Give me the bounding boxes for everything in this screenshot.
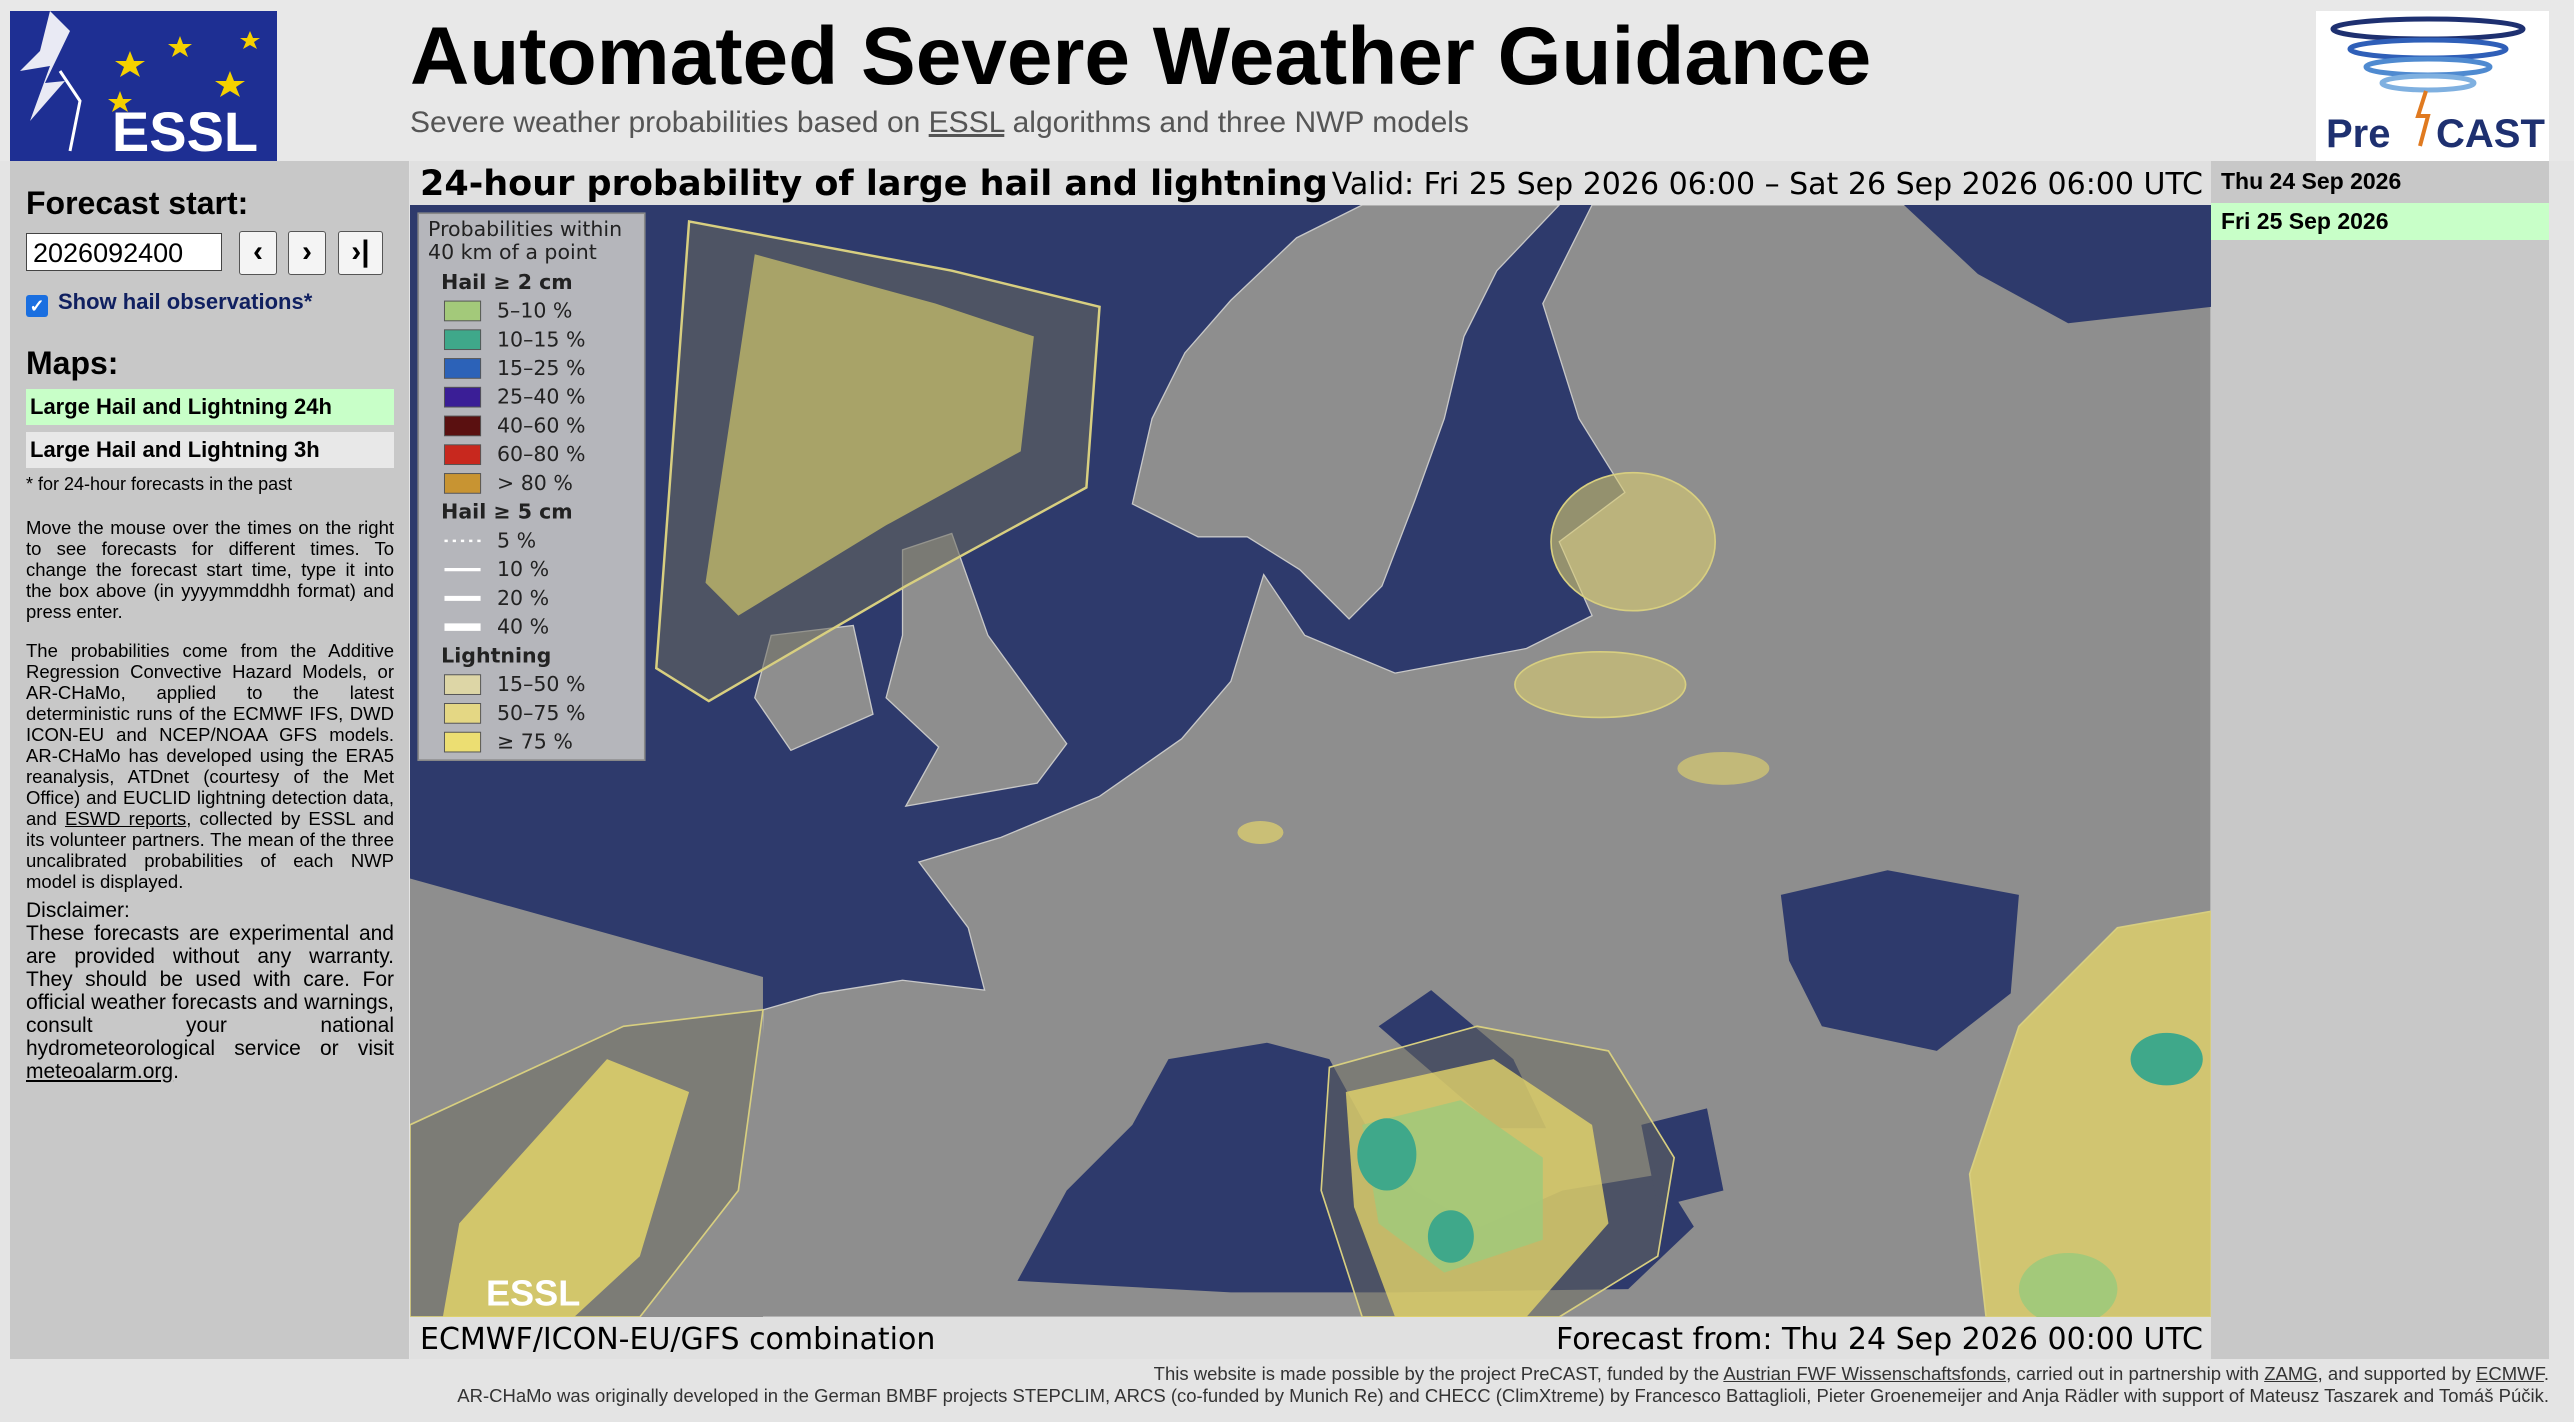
legend-swatch [443,473,482,494]
legend-title: Probabilities within [428,217,622,241]
meteoalarm-link[interactable]: meteoalarm.org [26,1060,174,1083]
maps-label: Maps: [26,345,119,381]
legend-label: ≥ 75 % [497,730,573,754]
note: * for 24-hour forecasts in the past [26,474,293,494]
essl-logo-text: ESSL [112,100,258,161]
date-item[interactable]: Fri 25 Sep 2026 [2211,203,2549,240]
description-text: , collected by ESSL and its volunteer pa… [26,808,395,892]
legend-swatch [443,444,482,466]
legend-label: 10 % [497,557,549,581]
footer-text: , and supported by [2317,1363,2477,1384]
legend-label: 60–80 % [497,442,585,466]
legend-label: 40–60 % [497,413,585,437]
forecast-start-input[interactable]: 2026092400 [26,233,222,271]
eswd-link[interactable]: ESWD reports [65,808,187,829]
map-panel: 24-hour probability of large hail and li… [410,161,2211,1359]
precast-logo-text: CAST [2436,112,2545,156]
ecmwf-link[interactable]: ECMWF [2476,1363,2544,1384]
header: ESSL Automated Severe Weather Guidance S… [0,0,2574,161]
fwf-link[interactable]: Austrian FWF Wissenschaftsfonds [1723,1363,2007,1384]
hail-observations-toggle[interactable]: ✓ Show hail observations* [26,289,312,317]
model-label: ECMWF/ICON-EU/GFS combination [420,1322,936,1357]
previous-button[interactable]: ‹ [239,231,277,275]
precast-logo: Pre CAST [2316,11,2549,161]
checkbox[interactable]: ✓ [26,295,48,317]
page-subtitle: Severe weather probabilities based on ES… [410,106,1469,140]
legend-label: 15–50 % [497,672,585,696]
footer-credits: This website is made possible by the pro… [1154,1363,2549,1385]
map-valid-time: Valid: Fri 25 Sep 2026 06:00 – Sat 26 Se… [1331,167,2203,202]
description: The probabilities come from the Additive… [26,640,394,892]
legend-label: 10–15 % [497,327,585,351]
legend-swatch [443,674,482,695]
essl-logo: ESSL [10,11,277,161]
description-text: The probabilities come from the Additive… [26,640,394,829]
footer-history: AR-CHaMo was originally developed in the… [457,1385,2549,1406]
forecast-from: Forecast from: Thu 24 Sep 2026 00:00 UTC [1556,1322,2203,1357]
date-item[interactable]: Thu 24 Sep 2026 [2221,168,2402,194]
subtitle-text: Severe weather probabilities based on [410,106,929,139]
legend-swatch [443,358,482,379]
legend-label: 5–10 % [497,299,572,323]
footer-text: . [2543,1363,2549,1384]
instructions: Move the mouse over the times on the rig… [26,517,394,622]
legend-label: 50–75 % [497,701,585,725]
page-title: Automated Severe Weather Guidance [410,11,1872,102]
zamg-link[interactable]: ZAMG [2264,1363,2318,1384]
essl-link[interactable]: ESSL [928,106,1005,139]
legend-label: > 80 % [497,471,573,495]
sidebar: Forecast start: 2026092400 ‹ › ›| ✓ Show … [10,161,409,1359]
latest-button[interactable]: ›| [338,231,383,275]
disclaimer: These forecasts are experimental and are… [26,922,394,1083]
legend-label: 5 % [497,528,536,552]
legend-label: 20 % [497,586,549,610]
probability-overlays [410,219,2211,1317]
legend-title: 40 km of a point [428,240,597,264]
legend-swatch [443,703,482,724]
date-list: Thu 24 Sep 2026 Fri 25 Sep 2026 [2211,161,2549,1359]
next-button[interactable]: › [288,231,326,275]
legend-swatch [443,300,482,322]
map-title: 24-hour probability of large hail and li… [420,164,1328,204]
legend-label: 25–40 % [497,385,585,409]
disclaimer-text: These forecasts are experimental and are… [26,922,394,1060]
subtitle-text: algorithms and three NWP models [1004,106,1469,139]
footer-text: This website is made possible by the pro… [1153,1363,1724,1384]
disclaimer-title: Disclaimer: [26,899,130,922]
checkbox-label[interactable]: Show hail observations* [58,289,313,314]
legend-swatch [443,415,482,437]
legend-group-title: Hail ≥ 5 cm [441,500,572,524]
legend-group-title: Lightning [441,643,551,667]
legend-swatch [443,386,482,408]
legend-group-title: Hail ≥ 2 cm [441,270,572,294]
map-menu-item[interactable]: Large Hail and Lightning 24h [26,389,394,425]
legend-swatch [443,329,482,351]
watermark: ESSL [486,1272,580,1313]
legend-label: 40 % [497,615,549,639]
legend-label: 15–25 % [497,356,585,380]
footer-text: , carried out in partnership with [2006,1363,2265,1384]
legend-swatch [443,731,482,753]
precast-logo-text: Pre [2326,112,2391,156]
disclaimer-text: . [173,1060,179,1083]
forecast-start-label: Forecast start: [26,185,249,221]
map-menu-item[interactable]: Large Hail and Lightning 3h [26,432,394,468]
